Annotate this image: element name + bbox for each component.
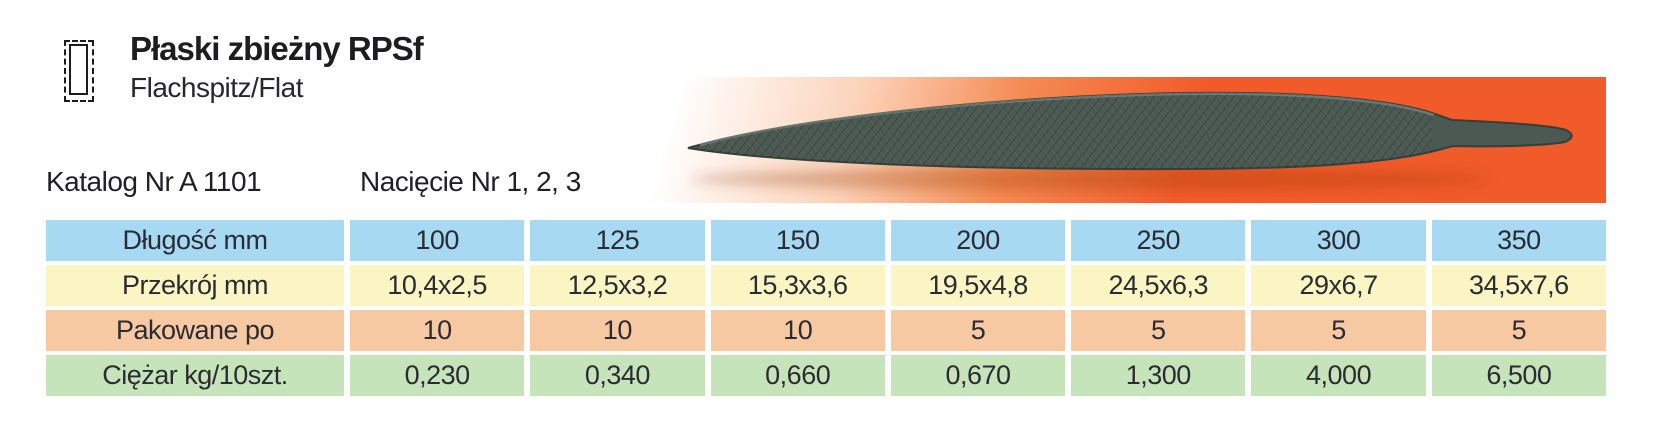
file-cut-texture-cross [688, 92, 1432, 170]
cell-pakowane-po-col4: 5 [1071, 310, 1246, 351]
catalog-line: Katalog Nr A 1101 Nacięcie Nr 1, 2, 3 [46, 166, 1146, 200]
cell-dlugosc-mm-col5: 300 [1251, 220, 1426, 261]
cell-przekroj-mm-col3: 19,5x4,8 [890, 265, 1066, 306]
file-edge-highlight [699, 92, 1435, 147]
row-label-przekroj-mm: Przekrój mm [46, 265, 344, 306]
cut-spec: Nacięcie Nr 1, 2, 3 [360, 166, 581, 197]
catalog-number: Katalog Nr A 1101 [46, 166, 262, 197]
cell-przekroj-mm-col2: 15,3x3,6 [710, 265, 885, 306]
cell-ciezar-kg-10szt-col4: 1,300 [1071, 355, 1246, 396]
cell-ciezar-kg-10szt-col5: 4,000 [1251, 355, 1426, 396]
cell-ciezar-kg-10szt-col6: 6,500 [1431, 355, 1606, 396]
page-subtitle: Flachspitz/Flat [130, 72, 304, 103]
cell-przekroj-mm-col0: 10,4x2,5 [350, 265, 525, 306]
file-shadow [690, 168, 1490, 190]
cell-ciezar-kg-10szt-col1: 0,340 [530, 355, 705, 396]
cell-pakowane-po-col5: 5 [1251, 310, 1426, 351]
row-label-dlugosc-mm: Długość mm [46, 220, 344, 261]
cell-dlugosc-mm-col0: 100 [350, 220, 525, 261]
page-title: Płaski zbieżny RPSf [130, 30, 424, 67]
cell-dlugosc-mm-col6: 350 [1431, 220, 1606, 261]
row-label-ciezar-kg-10szt: Ciężar kg/10szt. [46, 355, 344, 396]
cell-dlugosc-mm-col4: 250 [1071, 220, 1246, 261]
flat-cross-section-icon [64, 40, 94, 102]
cell-pakowane-po-col3: 5 [890, 310, 1066, 351]
cell-pakowane-po-col2: 10 [710, 310, 885, 351]
cell-przekroj-mm-col5: 29x6,7 [1251, 265, 1426, 306]
cross-section-solid-outline [69, 44, 88, 95]
cell-przekroj-mm-col4: 24,5x6,3 [1071, 265, 1246, 306]
cell-przekroj-mm-col1: 12,5x3,2 [530, 265, 705, 306]
cell-dlugosc-mm-col1: 125 [530, 220, 705, 261]
row-label-pakowane-po: Pakowane po [46, 310, 344, 351]
cell-pakowane-po-col0: 10 [350, 310, 525, 351]
cell-dlugosc-mm-col2: 150 [710, 220, 885, 261]
cell-ciezar-kg-10szt-col2: 0,660 [710, 355, 885, 396]
cell-przekroj-mm-col6: 34,5x7,6 [1431, 265, 1606, 306]
cell-dlugosc-mm-col3: 200 [890, 220, 1066, 261]
cell-ciezar-kg-10szt-col0: 0,230 [350, 355, 525, 396]
file-product-photo [687, 91, 1573, 190]
cross-section-dashed-outline [64, 40, 94, 102]
cell-pakowane-po-col6: 5 [1431, 310, 1606, 351]
spec-table: Długość mm 100 125 150 200 250 300 350 Przekrój … [46, 220, 1606, 396]
cell-pakowane-po-col1: 10 [530, 310, 705, 351]
cell-ciezar-kg-10szt-col3: 0,670 [890, 355, 1066, 396]
